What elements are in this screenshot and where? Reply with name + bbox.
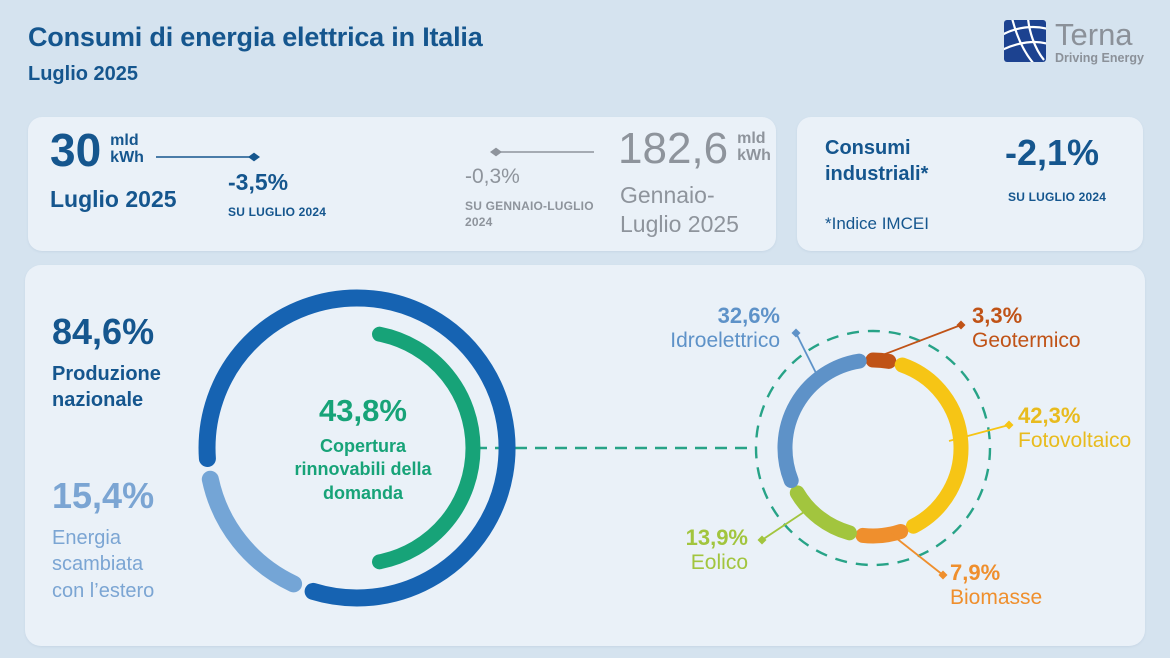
monthly-delta-caption: SU LUGLIO 2024	[228, 205, 327, 219]
renewables-coverage-arc	[372, 326, 481, 570]
industrial-card: Consumi industriali* *Indice IMCEI -2,1%…	[797, 117, 1143, 251]
ytd-delta: -0,3%	[465, 165, 520, 188]
renewables-dashed-circle	[754, 329, 992, 567]
renewables-donut-segment-geotermico	[865, 352, 897, 369]
page-subtitle: Luglio 2025	[28, 63, 139, 85]
monthly-delta: -3,5%	[228, 169, 289, 195]
biomasse-name: Biomasse	[950, 585, 1043, 609]
industrial-delta: -2,1%	[1005, 132, 1100, 173]
leader-line-eolico	[761, 511, 805, 541]
label-biomasse: 7,9% Biomasse	[950, 560, 1042, 611]
ytd-value: 182,6	[618, 124, 729, 173]
renewables-donut-segment-idroelettrico	[777, 353, 867, 488]
demand-donut-segment-energia-scambiata-con-l-estero	[201, 470, 303, 593]
brand-tagline: Driving Energy	[1055, 51, 1144, 66]
donut-charts-canvas	[198, 289, 1014, 607]
terna-grid-icon	[1001, 17, 1049, 67]
brand-name: Terna	[1055, 17, 1133, 52]
biomasse-pct: 7,9%	[950, 560, 1001, 585]
national-production-label: Produzione nazionale	[52, 363, 161, 412]
national-production-value: 84,6%	[52, 311, 155, 352]
foreign-exchange-label: Energia scambiata con l’estero	[52, 527, 155, 602]
leader-line-geotermico	[879, 324, 962, 357]
ytd-period: Gennaio- Luglio 2025	[620, 182, 739, 237]
eolico-name: Eolico	[690, 550, 748, 574]
leader-line-fotovoltaico	[948, 424, 1010, 442]
fotovoltaico-name: Fotovoltaico	[1018, 428, 1132, 452]
eolico-pct: 13,9%	[685, 525, 748, 550]
geotermico-pct: 3,3%	[972, 303, 1023, 328]
terna-logo: Terna Driving Energy	[1001, 17, 1144, 67]
renewables-donut-segment-eolico	[789, 485, 857, 541]
label-fotovoltaico: 42,3% Fotovoltaico	[1018, 403, 1131, 454]
leader-diamond-idroelettrico	[791, 328, 801, 338]
fotovoltaico-pct: 42,3%	[1018, 403, 1081, 428]
demand-donut-segment-produzione-nazionale	[198, 289, 516, 607]
industrial-title: Consumi industriali*	[825, 137, 929, 185]
leader-diamond-biomasse	[938, 570, 948, 580]
renewables-donut-segment-fotovoltaico	[894, 357, 969, 534]
leader-diamond-geotermico	[956, 320, 966, 330]
ytd-unit: mld kWh	[737, 130, 771, 165]
industrial-delta-caption: SU LUGLIO 2024	[1008, 190, 1107, 204]
label-geotermico: 3,3% Geotermico	[972, 303, 1081, 354]
label-eolico: 13,9% Eolico	[686, 525, 748, 576]
renewables-coverage: 43,8% Copertura rinnovabili della domand…	[262, 393, 464, 505]
ytd-value-group: 182,6 mld kWh	[618, 127, 771, 171]
label-idroelettrico: 32,6% Idroelettrico	[670, 303, 780, 354]
monthly-value: 30	[50, 124, 102, 176]
geotermico-name: Geotermico	[972, 328, 1081, 352]
consumption-card: 30 mld kWh Luglio 2025 -3,5% SU LUGLIO 2…	[28, 117, 776, 251]
leader-diamond-eolico	[757, 535, 767, 545]
industrial-footnote: *Indice IMCEI	[825, 214, 929, 233]
renewables-coverage-value: 43,8%	[319, 393, 407, 428]
monthly-unit: mld kWh	[110, 132, 144, 167]
leader-line-biomasse	[890, 533, 944, 576]
leader-diamond-fotovoltaico	[1004, 420, 1014, 430]
trend-arrow-left-icon	[490, 147, 594, 157]
page-title: Consumi di energia elettrica in Italia	[28, 22, 483, 52]
trend-arrow-right-icon	[156, 152, 260, 162]
monthly-value-group: 30 mld kWh	[50, 124, 144, 176]
ytd-delta-caption: SU GENNAIO-LUGLIO 2024	[465, 199, 594, 230]
renewables-donut-segment-biomasse	[855, 524, 909, 544]
monthly-period: Luglio 2025	[50, 186, 177, 212]
energy-balance-panel: 84,6% Produzione nazionale 15,4% Energia…	[25, 265, 1145, 646]
renewables-coverage-label: Copertura rinnovabili della domanda	[294, 436, 432, 503]
leader-line-idroelettrico	[795, 332, 819, 378]
idroelettrico-pct: 32,6%	[717, 303, 780, 328]
idroelettrico-name: Idroelettrico	[670, 328, 780, 352]
foreign-exchange-value: 15,4%	[52, 475, 155, 516]
